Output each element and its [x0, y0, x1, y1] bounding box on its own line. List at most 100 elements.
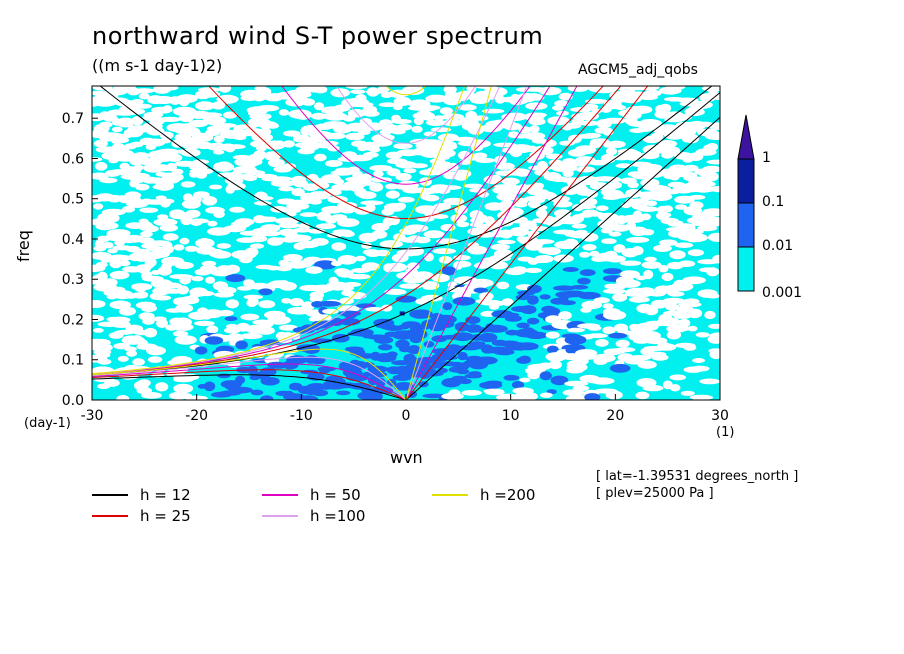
- low-power-patch: [605, 255, 626, 263]
- high-power-patch: [336, 390, 351, 396]
- legend-swatch: [262, 515, 298, 517]
- low-power-patch: [239, 230, 262, 236]
- y-tick-label: 0.0: [62, 393, 84, 409]
- low-power-patch: [267, 122, 279, 129]
- low-power-patch: [270, 179, 295, 187]
- low-power-patch: [529, 226, 549, 232]
- low-power-patch: [365, 203, 376, 212]
- low-power-patch: [297, 148, 315, 155]
- high-power-patch: [229, 386, 253, 394]
- low-power-patch: [603, 310, 627, 321]
- low-power-patch: [411, 125, 423, 133]
- low-power-patch: [371, 223, 390, 232]
- colorbar-extend-arrow: [737, 114, 755, 160]
- low-power-patch: [414, 236, 431, 244]
- low-power-patch: [359, 173, 372, 184]
- low-power-patch: [165, 308, 183, 313]
- low-power-patch: [518, 126, 532, 134]
- low-power-patch: [275, 217, 299, 225]
- high-power-patch: [452, 296, 476, 306]
- low-power-patch: [613, 244, 626, 253]
- low-power-patch: [540, 392, 553, 398]
- low-power-patch: [605, 390, 623, 400]
- low-power-patch: [357, 143, 368, 152]
- low-power-patch: [157, 266, 172, 276]
- low-power-patch: [135, 286, 147, 293]
- low-power-patch: [577, 111, 599, 121]
- low-power-patch: [431, 273, 450, 283]
- low-power-patch: [339, 205, 356, 214]
- low-power-patch: [194, 320, 215, 327]
- low-power-patch: [324, 215, 338, 224]
- low-power-patch: [190, 218, 210, 224]
- high-power-patch: [468, 341, 486, 347]
- low-power-patch: [439, 107, 453, 115]
- low-power-patch: [184, 245, 199, 252]
- low-power-patch: [97, 358, 112, 365]
- low-power-patch: [260, 224, 281, 233]
- x-tick-label: 0: [402, 408, 411, 424]
- low-power-patch: [286, 211, 297, 217]
- low-power-patch: [616, 347, 636, 353]
- chart-title: northward wind S-T power spectrum: [92, 22, 544, 50]
- low-power-patch: [100, 255, 112, 263]
- high-power-patch: [409, 335, 423, 344]
- low-power-patch: [707, 334, 720, 344]
- low-power-patch: [132, 358, 145, 366]
- low-power-patch: [425, 94, 448, 103]
- low-power-patch: [669, 384, 681, 392]
- low-power-patch: [570, 86, 589, 92]
- low-power-patch: [656, 317, 681, 327]
- y-axis-label: freq: [14, 230, 33, 262]
- low-power-patch: [97, 271, 108, 281]
- low-power-patch: [528, 94, 545, 101]
- low-power-patch: [151, 249, 170, 258]
- low-power-patch: [384, 288, 407, 295]
- low-power-patch: [496, 192, 518, 202]
- low-power-patch: [528, 165, 552, 171]
- low-power-patch: [650, 132, 664, 141]
- colorbar-label-0.1: 0.1: [762, 194, 785, 210]
- low-power-patch: [131, 99, 144, 105]
- low-power-patch: [238, 254, 253, 264]
- low-power-patch: [294, 110, 312, 120]
- low-power-patch: [697, 225, 718, 232]
- low-power-patch: [393, 96, 412, 106]
- low-power-patch: [704, 310, 716, 320]
- low-power-patch: [611, 224, 631, 232]
- low-power-patch: [378, 102, 398, 107]
- x-unit-left: (day-1): [24, 416, 71, 431]
- low-power-patch: [437, 133, 459, 142]
- high-power-patch: [217, 373, 231, 379]
- low-power-patch: [553, 200, 573, 208]
- lat-annotation: [ lat=-1.39531 degrees_north ]: [596, 469, 799, 484]
- low-power-patch: [662, 297, 685, 304]
- high-power-patch: [527, 284, 542, 294]
- low-power-patch: [224, 144, 236, 153]
- high-power-patch: [511, 381, 525, 389]
- low-power-patch: [415, 298, 429, 305]
- low-power-patch: [243, 294, 263, 300]
- low-power-patch: [687, 249, 705, 257]
- y-tick-label: 0.7: [62, 111, 84, 127]
- high-power-patch: [584, 393, 601, 400]
- low-power-patch: [357, 129, 371, 135]
- low-power-patch: [331, 260, 343, 267]
- low-power-patch: [627, 181, 639, 189]
- low-power-patch: [600, 105, 612, 113]
- low-power-patch: [95, 161, 108, 171]
- low-power-patch: [605, 147, 618, 156]
- low-power-patch: [169, 173, 184, 182]
- low-power-patch: [423, 252, 434, 262]
- high-power-patch: [464, 373, 483, 379]
- y-axis: 0.0 0.1 0.2 0.3 0.4 0.5 0.6 0.7: [62, 111, 98, 409]
- low-power-patch: [534, 255, 554, 263]
- legend-label: h = 25: [140, 507, 191, 525]
- low-power-patch: [126, 87, 141, 96]
- low-power-patch: [562, 168, 574, 178]
- power-field: [92, 86, 720, 400]
- low-power-patch: [223, 111, 238, 119]
- low-power-patch: [596, 119, 612, 129]
- low-power-patch: [109, 169, 129, 176]
- low-power-patch: [441, 392, 464, 400]
